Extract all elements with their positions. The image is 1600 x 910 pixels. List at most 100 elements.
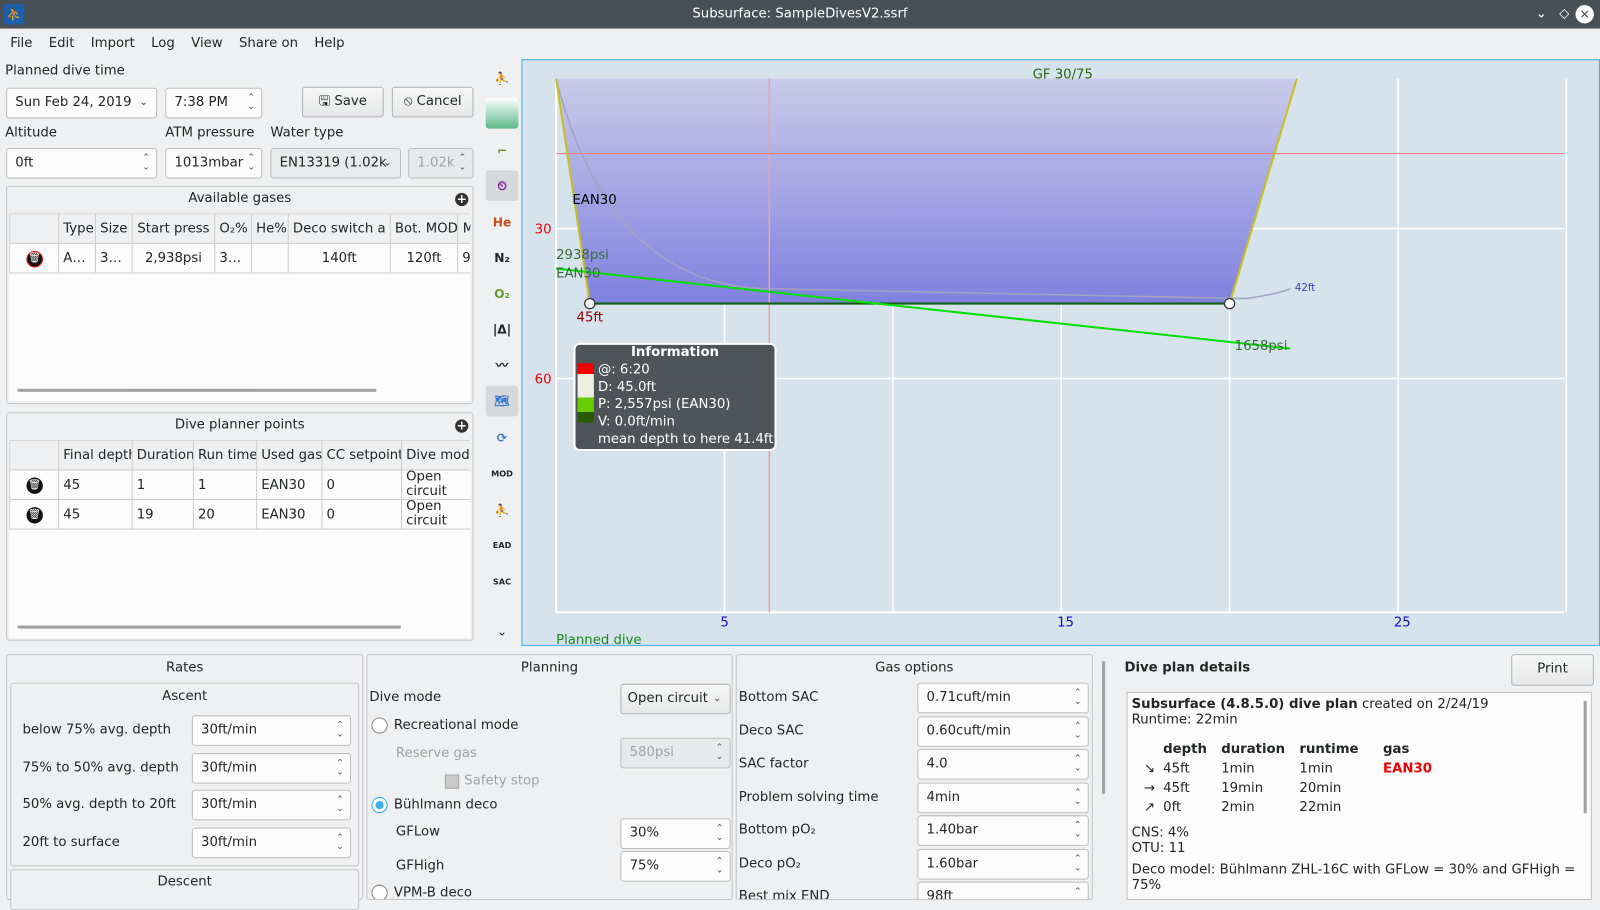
splitter-handle[interactable]: [1102, 661, 1106, 794]
calculated-ceiling-icon[interactable]: ⏲: [485, 170, 519, 202]
profile-icon[interactable]: ⛹: [494, 71, 510, 86]
menu-log[interactable]: Log: [151, 35, 175, 51]
ruler-icon[interactable]: |Δ|: [492, 322, 512, 337]
cell[interactable]: 20: [192, 498, 258, 530]
gas-option-input[interactable]: 4min ⌃ ⌄: [917, 782, 1089, 813]
cell[interactable]: [251, 242, 289, 274]
gas-icon[interactable]: ⟳: [496, 430, 508, 445]
maximize-icon[interactable]: ◇: [1559, 6, 1570, 22]
cell[interactable]: EAN30: [256, 469, 323, 500]
menu-view[interactable]: View: [191, 35, 223, 51]
cell[interactable]: 120ft: [389, 242, 459, 274]
close-icon[interactable]: ✕: [1575, 5, 1594, 24]
col-header[interactable]: Final depth: [58, 439, 133, 471]
cell[interactable]: Open circuit: [401, 498, 471, 530]
ceiling-icon[interactable]: ⌐: [496, 143, 508, 159]
gas-option-input[interactable]: 1.60bar ⌃ ⌄: [917, 848, 1089, 880]
cell[interactable]: 2,938psi: [131, 242, 216, 274]
horizontal-scrollbar[interactable]: [17, 625, 402, 629]
time-spinner[interactable]: 7:38 PM ⌃ ⌄: [165, 87, 263, 119]
table-row[interactable]: 🗑 45 19 20 EAN30 0 Open circuit: [9, 498, 471, 530]
remove-gas-icon[interactable]: 🗑: [26, 250, 43, 267]
delete-point-icon[interactable]: 🗑: [26, 506, 43, 523]
print-button[interactable]: Print: [1511, 654, 1594, 686]
add-point-icon[interactable]: +: [455, 418, 469, 433]
cancel-button[interactable]: ⦸ Cancel: [391, 86, 474, 118]
col-header[interactable]: Run time: [192, 439, 258, 471]
dive-plan-details-text[interactable]: Subsurface (4.8.5.0) dive plan created o…: [1126, 691, 1592, 900]
he-icon[interactable]: He: [492, 215, 512, 230]
menu-share[interactable]: Share on: [238, 35, 299, 51]
menu-file[interactable]: File: [10, 35, 33, 51]
cell[interactable]: 0: [321, 469, 403, 500]
cell[interactable]: A…: [58, 242, 96, 274]
horizontal-scrollbar[interactable]: [17, 388, 377, 392]
water-type-select[interactable]: EN13319 (1.02k ⌄: [270, 147, 402, 179]
map-icon[interactable]: 🗺: [485, 385, 519, 417]
gas-option-input[interactable]: 4.0 ⌃ ⌄: [917, 748, 1089, 780]
col-header[interactable]: Bot. MOD: [389, 213, 459, 244]
col-header[interactable]: O₂%: [214, 213, 253, 244]
minimize-icon[interactable]: ⌄: [1535, 6, 1547, 22]
col-header[interactable]: He%: [251, 213, 289, 244]
menu-edit[interactable]: Edit: [48, 35, 75, 51]
ascent-rate-input[interactable]: 30ft/min ⌃ ⌄: [191, 789, 352, 821]
sac-icon[interactable]: SAC: [492, 577, 512, 587]
gas-option-input[interactable]: 98ft ⌃⌄: [917, 881, 1089, 899]
ascent-rate-input[interactable]: 30ft/min ⌃ ⌄: [191, 827, 352, 858]
col-header[interactable]: Duration: [131, 439, 194, 471]
cell[interactable]: 1: [131, 469, 194, 500]
ead-icon[interactable]: EAD: [492, 540, 512, 550]
tissue-heatmap-icon[interactable]: [485, 97, 519, 129]
line-icon[interactable]: 〰: [495, 358, 509, 373]
recreational-mode-radio[interactable]: Recreational mode: [371, 717, 518, 734]
save-button[interactable]: 🖫 Save: [302, 86, 384, 118]
cell[interactable]: 98: [457, 242, 471, 274]
date-picker[interactable]: Sun Feb 24, 2019 ⌄: [6, 87, 158, 119]
vpm-radio[interactable]: VPM-B deco: [371, 884, 472, 899]
mod-icon[interactable]: MOD: [491, 469, 513, 479]
gas-option-input[interactable]: 0.60cuft/min ⌃ ⌄: [917, 715, 1089, 747]
delete-point-icon[interactable]: 🗑: [26, 477, 43, 494]
altitude-input[interactable]: 0ft ⌃ ⌄: [6, 147, 158, 179]
chart-svg[interactable]: GF 30/75 Planned dive 5 15 25 30 60 EAN30 45ft 42…: [522, 60, 1599, 648]
gfhigh-input[interactable]: 75% ⌃ ⌄: [620, 851, 731, 882]
chevron-down-icon[interactable]: ⌄: [496, 624, 508, 639]
cell[interactable]: EAN30: [256, 498, 323, 530]
buhlmann-radio[interactable]: Bühlmann deco: [371, 796, 498, 814]
cell[interactable]: 0: [321, 498, 403, 530]
add-gas-icon[interactable]: +: [455, 191, 469, 207]
col-header[interactable]: Size: [94, 213, 133, 244]
cell[interactable]: 3…: [214, 242, 253, 274]
col-header[interactable]: MN: [457, 213, 471, 244]
col-header[interactable]: [9, 213, 60, 244]
col-header[interactable]: Deco switch a: [287, 213, 391, 244]
menu-help[interactable]: Help: [314, 35, 345, 51]
col-header[interactable]: [9, 439, 60, 471]
col-header[interactable]: Dive mode: [401, 439, 471, 471]
vertical-scrollbar[interactable]: [1583, 701, 1587, 814]
gas-option-input[interactable]: 1.40bar ⌃ ⌄: [917, 815, 1089, 846]
ascent-rate-input[interactable]: 30ft/min ⌃ ⌄: [191, 715, 352, 746]
cell[interactable]: 3…: [94, 242, 133, 274]
cell[interactable]: 45: [58, 469, 133, 500]
profile-chart[interactable]: GF 30/75 Planned dive 5 15 25 30 60 EAN30 45ft 42…: [521, 59, 1600, 648]
col-header[interactable]: Start press: [131, 213, 216, 244]
dive-mode-select[interactable]: Open circuit ⌄: [620, 683, 731, 715]
gflow-input[interactable]: 30% ⌃ ⌄: [620, 818, 731, 849]
o2-icon[interactable]: O₂: [494, 286, 510, 302]
ascent-rate-input[interactable]: 30ft/min ⌃ ⌄: [191, 752, 352, 784]
cell[interactable]: 19: [131, 498, 194, 530]
cell[interactable]: 140ft: [287, 242, 391, 274]
col-header[interactable]: CC setpoint: [321, 439, 403, 471]
cell[interactable]: 45: [58, 498, 133, 530]
cell[interactable]: Open circuit: [401, 469, 471, 500]
npl-icon[interactable]: ⛹: [494, 503, 510, 518]
col-header[interactable]: Type: [58, 213, 96, 244]
atm-pressure-input[interactable]: 1013mbar ⌃ ⌄: [165, 147, 263, 179]
menu-import[interactable]: Import: [90, 35, 135, 51]
table-row[interactable]: 🗑 45 1 1 EAN30 0 Open circuit: [9, 469, 471, 500]
gas-option-input[interactable]: 0.71cuft/min ⌃ ⌄: [917, 682, 1089, 714]
col-header[interactable]: Used gas: [256, 439, 323, 471]
